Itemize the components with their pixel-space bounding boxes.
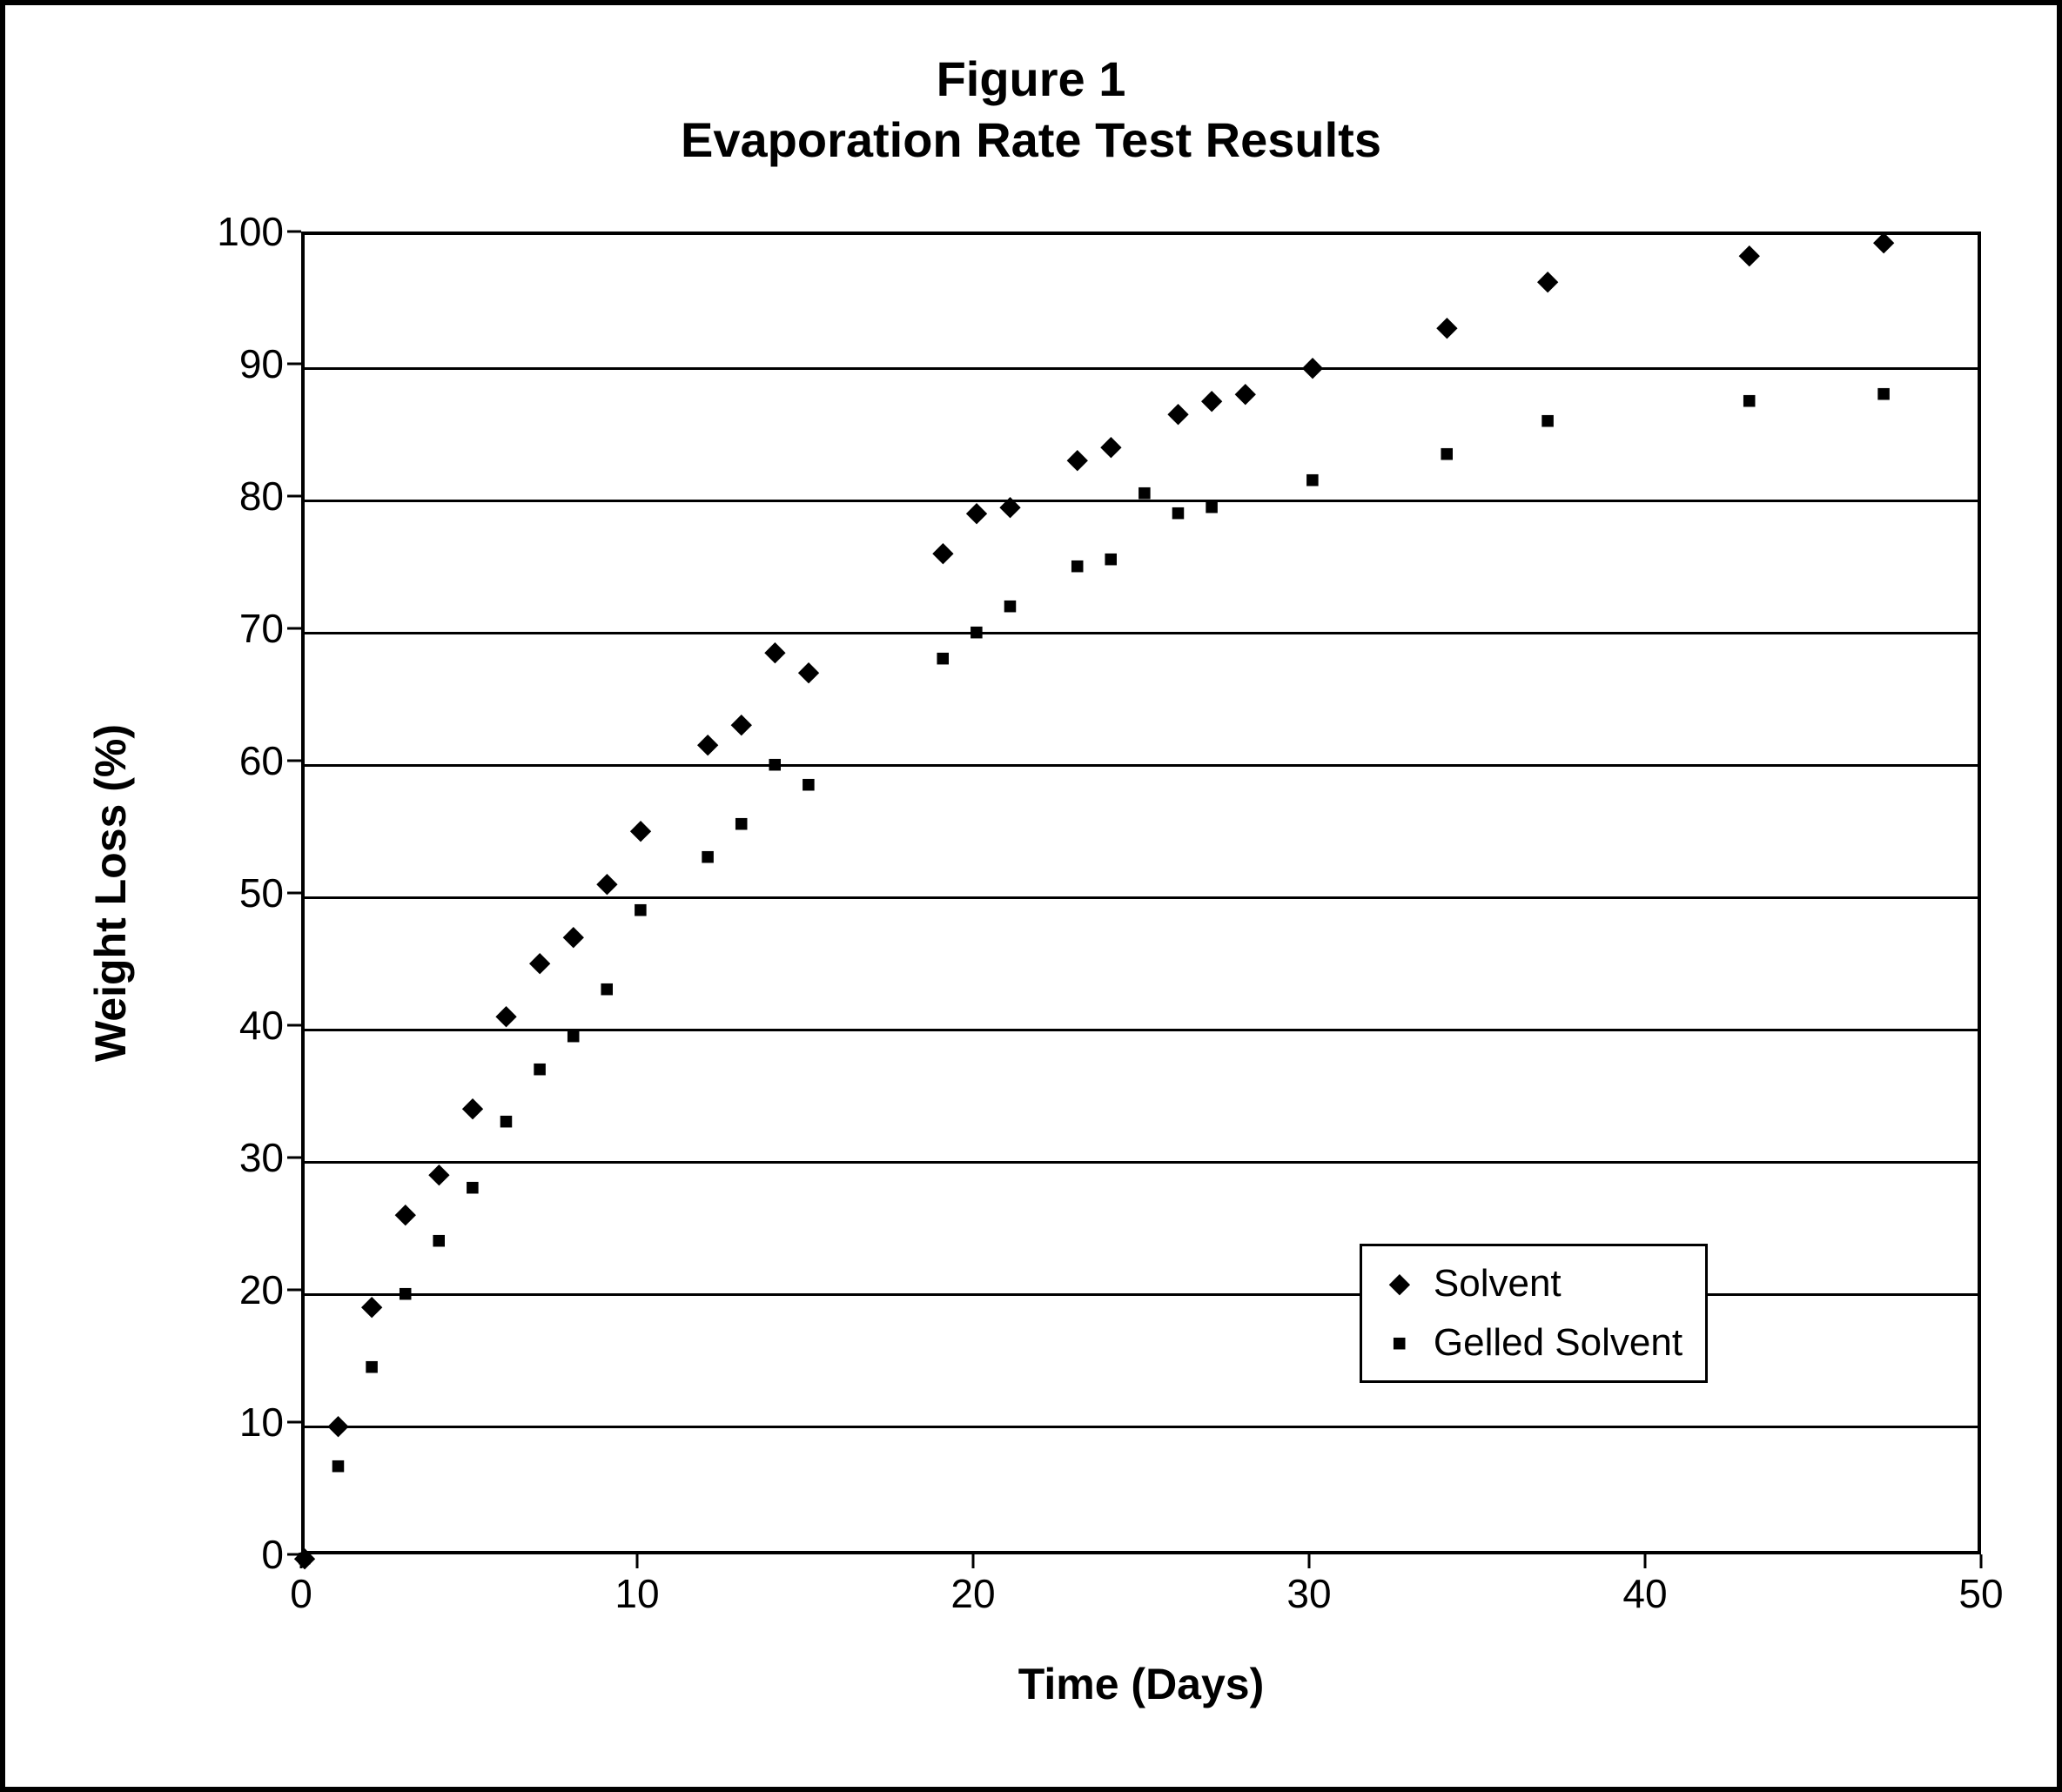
data-point-gelled: ■ (466, 1175, 480, 1199)
x-tick-label: 40 (1622, 1554, 1667, 1617)
gridline-y (305, 367, 1978, 370)
y-tick-label: 30 (239, 1134, 301, 1181)
data-point-gelled: ■ (768, 752, 782, 776)
data-point-gelled: ■ (734, 811, 749, 836)
data-point-gelled: ■ (1104, 547, 1118, 571)
data-point-gelled: ■ (1306, 467, 1320, 492)
data-point-solvent: ◆ (698, 731, 718, 757)
x-axis-title: Time (Days) (1018, 1659, 1265, 1709)
data-point-solvent: ◆ (328, 1413, 348, 1439)
data-point-gelled: ■ (701, 844, 715, 869)
plot-wrap: ◆ ◆ ◆ ◆ ◆ ◆ ◆ ◆ ◆ ◆ ◆ ◆ ◆ ◆ ◆ ◆ ◆ ◆ ◆ ◆ ◆ ◆ ◆ ◆ ◆ ◆ ◆ ◆ ■ ■ ■ ■ ■ ■ ■ ■ ■ ■ ■ ■… (301, 232, 1981, 1554)
legend: ◆ Solvent ■ Gelled Solvent (1360, 1244, 1708, 1383)
data-point-solvent: ◆ (765, 639, 785, 665)
data-point-gelled: ■ (1003, 594, 1018, 618)
gridline-y (305, 1426, 1978, 1428)
gridline-y (305, 632, 1978, 634)
x-tick-label: 20 (950, 1554, 995, 1617)
data-point-solvent: ◆ (395, 1201, 415, 1227)
data-point-gelled: ■ (533, 1057, 547, 1081)
y-tick-label: 40 (239, 1002, 301, 1049)
data-point-gelled: ■ (802, 772, 816, 796)
y-tick-label: 20 (239, 1266, 301, 1313)
data-point-solvent: ◆ (597, 870, 617, 896)
legend-marker-icon: ◆ (1385, 1271, 1414, 1297)
data-point-gelled: ■ (970, 620, 984, 644)
data-point-gelled: ■ (1070, 554, 1085, 578)
data-point-gelled: ■ (1171, 500, 1185, 525)
gridline-y (305, 896, 1978, 899)
chart-title-line2: Evaporation Rate Test Results (5, 110, 2057, 171)
data-point-solvent: ◆ (1437, 314, 1457, 340)
data-point-gelled: ■ (1877, 381, 1891, 406)
data-point-gelled: ■ (936, 646, 950, 670)
data-point-solvent: ◆ (462, 1095, 482, 1121)
legend-label: Solvent (1434, 1262, 1562, 1305)
data-point-solvent: ◆ (1235, 380, 1255, 406)
data-point-solvent: ◆ (731, 711, 751, 737)
data-point-solvent: ◆ (1101, 433, 1121, 460)
legend-label: Gelled Solvent (1434, 1321, 1683, 1365)
data-point-solvent: ◆ (933, 540, 953, 566)
y-tick-label: 90 (239, 340, 301, 387)
y-tick-label: 10 (239, 1399, 301, 1446)
data-point-solvent: ◆ (966, 500, 986, 526)
data-point-solvent: ◆ (429, 1161, 449, 1187)
data-point-solvent: ◆ (1874, 229, 1894, 255)
y-tick-label: 100 (217, 208, 301, 255)
data-point-solvent: ◆ (496, 1003, 516, 1029)
x-tick-label: 0 (290, 1554, 312, 1617)
data-point-solvent: ◆ (1168, 400, 1188, 426)
x-tick-label: 10 (615, 1554, 659, 1617)
data-point-solvent: ◆ (1538, 268, 1558, 294)
data-point-gelled: ■ (331, 1453, 346, 1478)
chart-title-line1: Figure 1 (5, 49, 2057, 110)
y-tick-label: 60 (239, 737, 301, 784)
data-point-solvent: ◆ (1739, 242, 1759, 268)
data-point-gelled: ■ (566, 1024, 581, 1048)
data-point-gelled: ■ (1440, 441, 1454, 466)
gridline-y (305, 1293, 1978, 1296)
data-point-solvent: ◆ (1202, 387, 1222, 413)
plot-area: ◆ ◆ ◆ ◆ ◆ ◆ ◆ ◆ ◆ ◆ ◆ ◆ ◆ ◆ ◆ ◆ ◆ ◆ ◆ ◆ ◆ ◆ ◆ ◆ ◆ ◆ ◆ ◆ ■ ■ ■ ■ ■ ■ ■ ■ ■ ■ ■ ■… (301, 232, 1981, 1554)
gridline-y (305, 764, 1978, 767)
data-point-gelled: ■ (634, 897, 648, 922)
chart-title: Figure 1 Evaporation Rate Test Results (5, 49, 2057, 171)
x-tick-label: 30 (1286, 1554, 1331, 1617)
data-point-gelled: ■ (1541, 408, 1555, 433)
data-point-gelled: ■ (1138, 480, 1152, 505)
x-tick-label: 50 (1958, 1554, 2003, 1617)
chart-frame: Figure 1 Evaporation Rate Test Results ◆… (0, 0, 2062, 1792)
data-point-solvent: ◆ (563, 923, 583, 950)
legend-item: ■ Gelled Solvent (1385, 1321, 1683, 1365)
data-point-solvent: ◆ (362, 1293, 382, 1319)
data-point-gelled: ■ (432, 1228, 447, 1252)
gridline-y (305, 1161, 1978, 1164)
legend-item: ◆ Solvent (1385, 1262, 1683, 1305)
y-axis-title: Weight Loss (%) (85, 724, 136, 1062)
data-point-gelled: ■ (499, 1109, 514, 1133)
gridline-y (305, 1029, 1978, 1031)
data-point-gelled: ■ (1742, 388, 1756, 413)
data-point-solvent: ◆ (1302, 354, 1322, 380)
data-point-solvent: ◆ (630, 817, 650, 843)
data-point-gelled: ■ (600, 977, 615, 1001)
legend-marker-icon: ■ (1385, 1331, 1414, 1355)
y-tick-label: 80 (239, 473, 301, 520)
data-point-gelled: ■ (365, 1354, 379, 1379)
y-tick-label: 70 (239, 605, 301, 652)
data-point-gelled: ■ (398, 1281, 413, 1305)
data-point-solvent: ◆ (530, 950, 550, 976)
data-point-gelled: ■ (1205, 494, 1219, 519)
data-point-solvent: ◆ (1067, 446, 1087, 473)
y-tick-label: 50 (239, 869, 301, 916)
data-point-solvent: ◆ (1000, 493, 1020, 520)
data-point-solvent: ◆ (798, 659, 818, 685)
